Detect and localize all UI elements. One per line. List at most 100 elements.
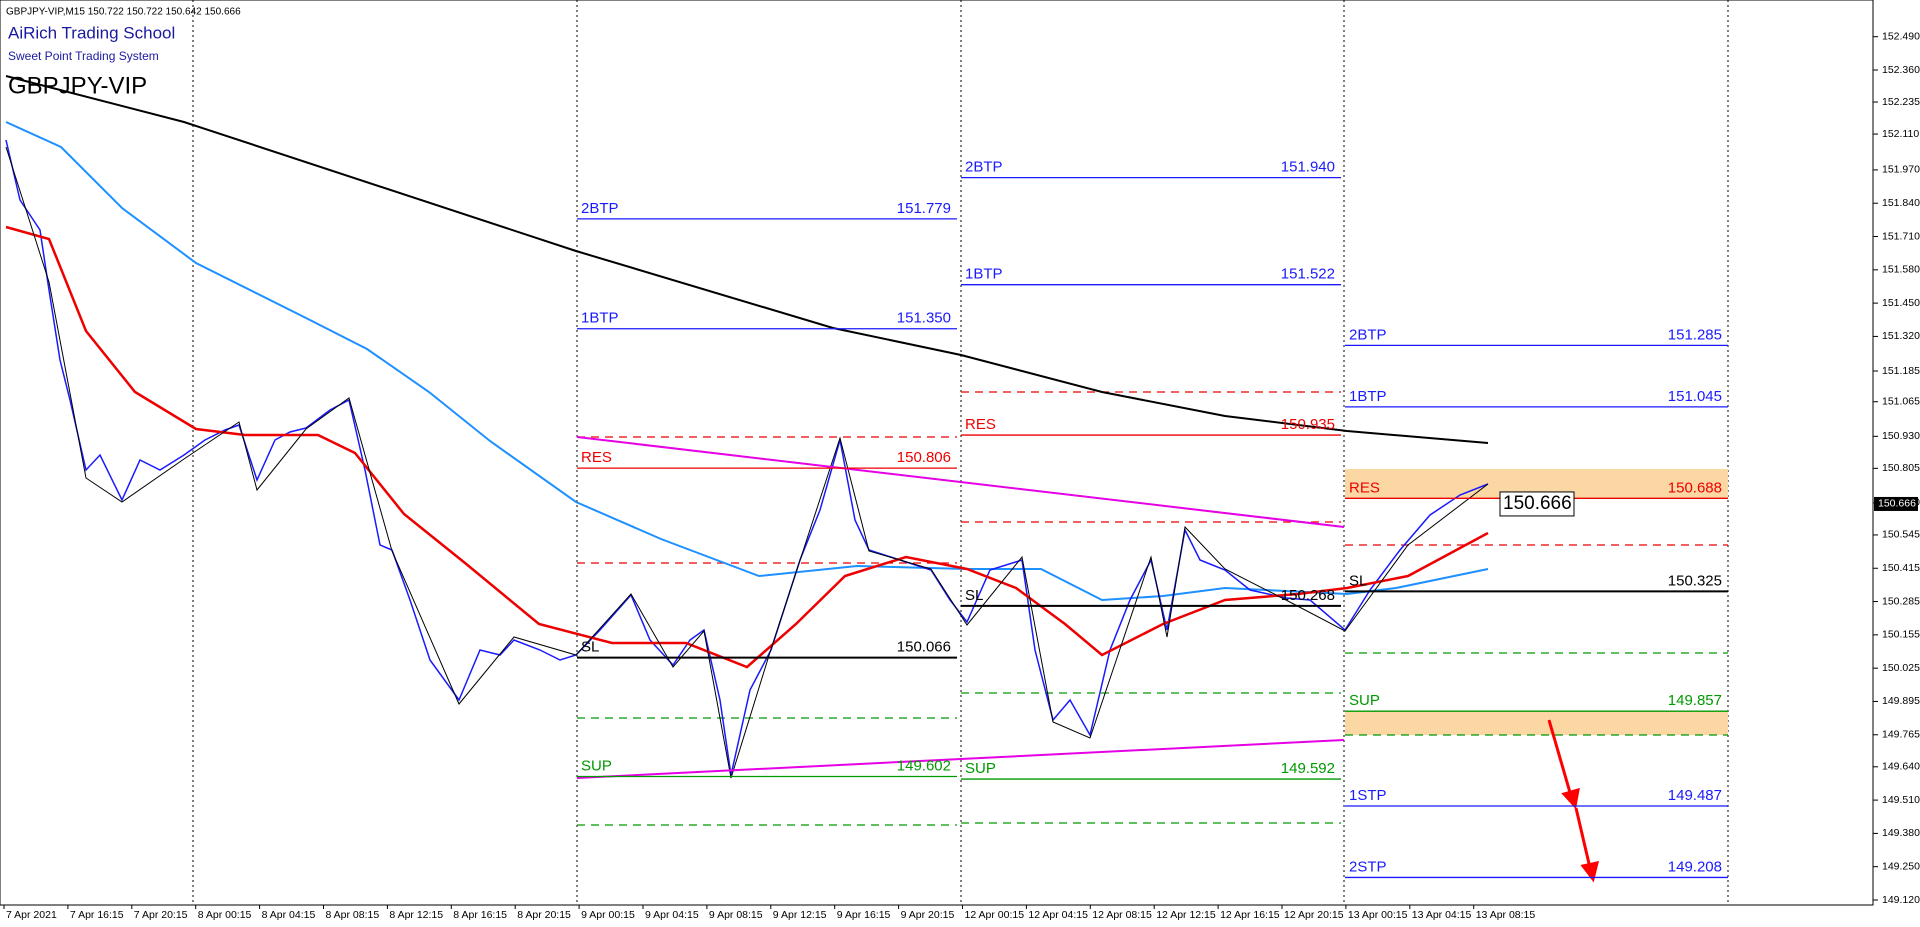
price-tick-label: 150.025	[1882, 662, 1920, 674]
time-label: 9 Apr 04:15	[645, 909, 699, 921]
level-name: 1BTP	[965, 266, 1003, 283]
arrow-head	[1561, 787, 1580, 810]
price-tick-label: 149.765	[1882, 729, 1920, 741]
price-tick-label: 150.285	[1882, 595, 1920, 607]
level-price: 151.045	[1668, 388, 1722, 405]
time-label: 13 Apr 00:15	[1348, 909, 1408, 921]
time-label: 13 Apr 04:15	[1412, 909, 1472, 921]
current-price-label: 150.666	[1503, 493, 1572, 514]
axis-price-label: 150.666	[1878, 498, 1916, 510]
price-tick-label: 149.510	[1882, 794, 1920, 806]
forecast-arrows	[1547, 719, 1600, 883]
price-tick-label: 152.110	[1882, 128, 1919, 140]
time-label: 12 Apr 08:15	[1092, 909, 1152, 921]
symbol-title: GBPJPY-VIP	[8, 72, 147, 99]
arrow	[1547, 719, 1573, 797]
level-price: 149.487	[1668, 787, 1722, 804]
level-name: SUP	[1349, 692, 1380, 709]
level-price: 151.522	[1281, 266, 1335, 283]
time-label: 12 Apr 00:15	[965, 909, 1025, 921]
level-price: 151.779	[897, 200, 951, 217]
price-tick-label: 152.360	[1882, 64, 1920, 76]
level-price: 150.806	[897, 449, 951, 466]
arrow-head	[1580, 861, 1600, 883]
arrow	[1574, 807, 1592, 869]
price-tick-label: 151.710	[1882, 230, 1920, 242]
level-name: RES	[1349, 479, 1380, 496]
time-label: 8 Apr 20:15	[517, 909, 571, 921]
time-label: 7 Apr 2021	[6, 909, 57, 921]
level-name: 1STP	[1349, 787, 1387, 804]
level-price: 150.268	[1281, 587, 1335, 604]
level-price: 151.350	[897, 310, 951, 327]
level-name: 2BTP	[1349, 326, 1387, 343]
level-name: SL	[965, 587, 983, 604]
price-tick-label: 149.380	[1882, 827, 1920, 839]
time-label: 8 Apr 08:15	[326, 909, 380, 921]
level-price: 149.602	[897, 757, 951, 774]
symbol-info: GBPJPY-VIP,M15 150.722 150.722 150.642 1…	[6, 7, 241, 18]
time-label: 8 Apr 16:15	[453, 909, 507, 921]
level-name: 2BTP	[965, 159, 1003, 176]
level-price: 150.066	[897, 639, 951, 656]
price-tick-label: 149.895	[1882, 695, 1920, 707]
price-tick-label: 150.155	[1882, 629, 1920, 641]
level-price: 149.857	[1668, 692, 1722, 709]
level-price: 150.688	[1668, 479, 1722, 496]
level-price: 151.940	[1281, 159, 1335, 176]
session-separators	[192, 0, 1729, 905]
price-tick-label: 149.250	[1882, 860, 1920, 872]
level-name: 1BTP	[581, 310, 619, 327]
level-name: 2STP	[1349, 858, 1387, 875]
time-label: 8 Apr 00:15	[198, 909, 252, 921]
price-tick-label: 149.120	[1882, 894, 1920, 906]
price-tick-label: 151.065	[1882, 396, 1920, 408]
level-name: SUP	[965, 760, 996, 777]
level-name: SUP	[581, 757, 612, 774]
level-name: RES	[965, 416, 996, 433]
ma-red	[5, 225, 1489, 669]
time-label: 7 Apr 20:15	[134, 909, 188, 921]
price-tick-label: 151.320	[1882, 330, 1920, 342]
axis-price-box	[1874, 496, 1918, 511]
plot-frame	[0, 0, 1874, 906]
price-tick-label: 152.490	[1882, 30, 1920, 42]
price-tick-label: 151.185	[1882, 365, 1920, 377]
price-tick-label: 151.450	[1882, 297, 1920, 309]
current-price-box	[1499, 491, 1575, 517]
level-name: 1BTP	[1349, 388, 1387, 405]
price-tick-label: 150.805	[1882, 462, 1920, 474]
system-name: Sweet Point Trading System	[8, 49, 159, 63]
zigzag	[5, 146, 1489, 779]
time-label: 9 Apr 08:15	[709, 909, 763, 921]
time-label: 9 Apr 00:15	[581, 909, 635, 921]
time-label: 8 Apr 04:15	[262, 909, 316, 921]
time-label: 7 Apr 16:15	[70, 909, 124, 921]
time-label: 9 Apr 12:15	[773, 909, 827, 921]
time-label: 12 Apr 12:15	[1156, 909, 1216, 921]
level-price: 149.592	[1281, 760, 1335, 777]
level-price: 151.285	[1668, 326, 1722, 343]
price-tick-label: 149.640	[1882, 761, 1920, 773]
level-name: RES	[581, 449, 612, 466]
time-label: 12 Apr 20:15	[1284, 909, 1344, 921]
level-name: SL	[581, 639, 599, 656]
price-tick-label: 151.580	[1882, 264, 1920, 276]
level-price: 149.208	[1668, 858, 1722, 875]
ma-blue	[5, 121, 1489, 602]
price-tick-label: 150.930	[1882, 430, 1920, 442]
level-name: 2BTP	[581, 200, 619, 217]
level-price: 150.935	[1281, 416, 1335, 433]
price-tick-label: 151.840	[1882, 197, 1920, 209]
level-price: 150.325	[1668, 572, 1722, 589]
time-label: 12 Apr 04:15	[1028, 909, 1088, 921]
time-label: 12 Apr 16:15	[1220, 909, 1280, 921]
price-tick-label: 152.235	[1882, 96, 1920, 108]
school-name: AiRich Trading School	[8, 23, 175, 42]
ma-black	[5, 75, 1489, 444]
price-tick-label: 150.415	[1882, 562, 1920, 574]
trendline	[576, 739, 1345, 779]
sup-zone	[1345, 711, 1728, 735]
price-tick-label: 151.970	[1882, 164, 1920, 176]
